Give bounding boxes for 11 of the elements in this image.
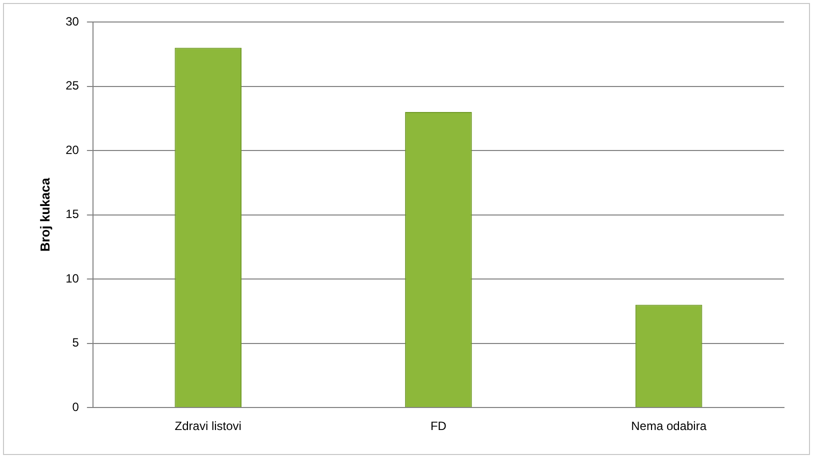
x-tick-label: Zdravi listovi: [174, 419, 242, 434]
y-tick-label: 0: [72, 400, 80, 414]
x-tick-label: Nema odabira: [631, 419, 707, 434]
y-tick-label: 30: [66, 14, 80, 28]
y-tick-label: 15: [66, 207, 80, 222]
y-tick-label: 5: [72, 336, 80, 350]
y-tick-label: 20: [66, 142, 80, 157]
y-axis-title: Broj kukaca: [37, 177, 52, 252]
x-tick-label: FD: [430, 419, 447, 434]
y-tick-label: 10: [66, 271, 80, 286]
y-tick-label: 25: [66, 78, 80, 93]
